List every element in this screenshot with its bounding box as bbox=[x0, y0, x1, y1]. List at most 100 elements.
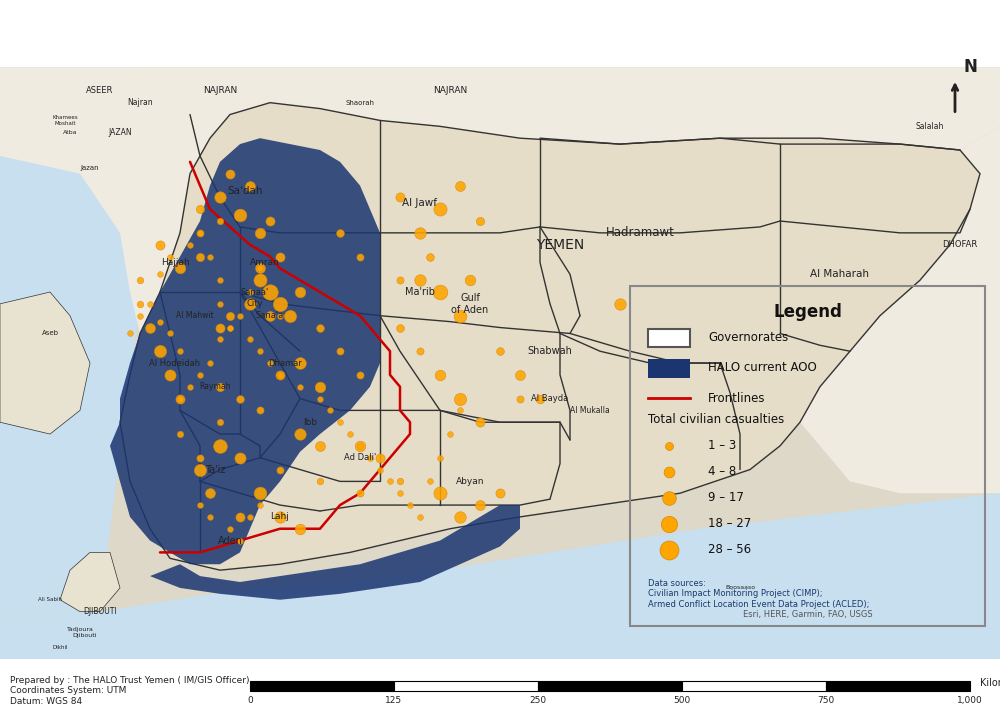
Bar bbox=[648, 359, 690, 378]
Point bbox=[132, 310, 148, 322]
Bar bbox=[682, 681, 826, 691]
Point bbox=[172, 428, 188, 440]
Text: Djibouti: Djibouti bbox=[73, 633, 97, 638]
Point bbox=[661, 440, 677, 451]
Point bbox=[212, 416, 228, 428]
Point bbox=[252, 227, 268, 238]
Polygon shape bbox=[150, 505, 520, 600]
Point bbox=[262, 357, 278, 369]
Point bbox=[312, 476, 328, 487]
Polygon shape bbox=[0, 493, 1000, 659]
Point bbox=[232, 511, 248, 522]
Text: Atba: Atba bbox=[63, 130, 77, 135]
Text: Ali Sabih: Ali Sabih bbox=[38, 597, 62, 602]
Point bbox=[192, 251, 208, 262]
Point bbox=[452, 180, 468, 191]
Point bbox=[472, 216, 488, 227]
Point bbox=[512, 369, 528, 380]
Bar bbox=[826, 681, 970, 691]
Point bbox=[262, 310, 278, 322]
Point bbox=[472, 416, 488, 428]
Text: HALO: HALO bbox=[52, 25, 98, 40]
Point bbox=[392, 322, 408, 333]
Text: DHOFAR: DHOFAR bbox=[942, 240, 978, 249]
Point bbox=[152, 269, 168, 280]
Text: Sana'a: Sana'a bbox=[256, 311, 284, 320]
Point bbox=[292, 357, 308, 369]
Text: 125: 125 bbox=[385, 696, 403, 705]
Point bbox=[392, 488, 408, 499]
Point bbox=[492, 346, 508, 357]
Text: DJIBOUTI: DJIBOUTI bbox=[83, 607, 117, 616]
Text: Sanaa'
City: Sanaa' City bbox=[241, 288, 269, 308]
Point bbox=[272, 369, 288, 380]
Point bbox=[462, 274, 478, 286]
Point bbox=[272, 369, 288, 380]
Point bbox=[132, 298, 148, 310]
Point bbox=[322, 404, 338, 416]
Point bbox=[282, 310, 298, 322]
Point bbox=[212, 322, 228, 333]
Point bbox=[372, 452, 388, 463]
Point bbox=[172, 263, 188, 274]
Text: Dikhil: Dikhil bbox=[52, 645, 68, 650]
Text: 18 – 27: 18 – 27 bbox=[708, 517, 751, 530]
Text: Raymah: Raymah bbox=[199, 382, 231, 391]
Text: Shabwah: Shabwah bbox=[528, 346, 572, 356]
Point bbox=[232, 535, 248, 547]
Point bbox=[472, 499, 488, 510]
Point bbox=[272, 251, 288, 262]
Polygon shape bbox=[110, 138, 380, 564]
Text: Abyan: Abyan bbox=[456, 477, 484, 486]
Point bbox=[452, 404, 468, 416]
Text: Ad Dali': Ad Dali' bbox=[344, 453, 376, 462]
Text: Jazan: Jazan bbox=[81, 165, 99, 171]
Point bbox=[262, 286, 278, 298]
Point bbox=[172, 393, 188, 404]
Text: Kilometers: Kilometers bbox=[980, 678, 1000, 688]
Point bbox=[142, 322, 158, 333]
Text: Data sources:
Civilian Impact Monitoring Project (CIMP);
Armed Conflict Location: Data sources: Civilian Impact Monitoring… bbox=[648, 579, 869, 609]
Text: HALO current AOO: HALO current AOO bbox=[708, 361, 817, 374]
Text: NAJRAN: NAJRAN bbox=[433, 86, 467, 95]
Point bbox=[152, 316, 168, 327]
Point bbox=[292, 381, 308, 392]
Point bbox=[332, 416, 348, 428]
Point bbox=[362, 452, 378, 463]
Point bbox=[242, 511, 258, 522]
Text: Prepared by : The HALO Trust Yemen ( IM/GIS Officer)
Coordinates System: UTM
Dat: Prepared by : The HALO Trust Yemen ( IM/… bbox=[10, 676, 250, 706]
Point bbox=[312, 440, 328, 452]
Point bbox=[122, 328, 138, 339]
Point bbox=[202, 357, 218, 369]
Text: Dhamar: Dhamar bbox=[268, 358, 302, 368]
Point bbox=[382, 476, 398, 487]
Point bbox=[182, 381, 198, 392]
Point bbox=[222, 168, 238, 180]
Point bbox=[192, 204, 208, 215]
Polygon shape bbox=[850, 493, 1000, 659]
Point bbox=[252, 346, 268, 357]
Point bbox=[372, 464, 388, 475]
Point bbox=[272, 511, 288, 522]
Text: NAJRAN: NAJRAN bbox=[203, 86, 237, 95]
Point bbox=[312, 393, 328, 404]
Point bbox=[412, 346, 428, 357]
Point bbox=[192, 452, 208, 463]
Text: Hadramawt: Hadramawt bbox=[606, 226, 674, 240]
Point bbox=[342, 428, 358, 440]
Point bbox=[252, 274, 268, 286]
Point bbox=[252, 404, 268, 416]
Bar bbox=[250, 681, 394, 691]
Text: 1,000: 1,000 bbox=[957, 696, 983, 705]
Text: Frontlines: Frontlines bbox=[708, 392, 766, 405]
Point bbox=[192, 227, 208, 238]
Text: 750: 750 bbox=[817, 696, 835, 705]
Point bbox=[452, 511, 468, 522]
Point bbox=[172, 346, 188, 357]
Point bbox=[492, 488, 508, 499]
Point bbox=[402, 499, 418, 510]
Text: Al Maharah: Al Maharah bbox=[810, 269, 870, 279]
Point bbox=[212, 334, 228, 345]
Point bbox=[222, 322, 238, 333]
Point bbox=[392, 192, 408, 203]
